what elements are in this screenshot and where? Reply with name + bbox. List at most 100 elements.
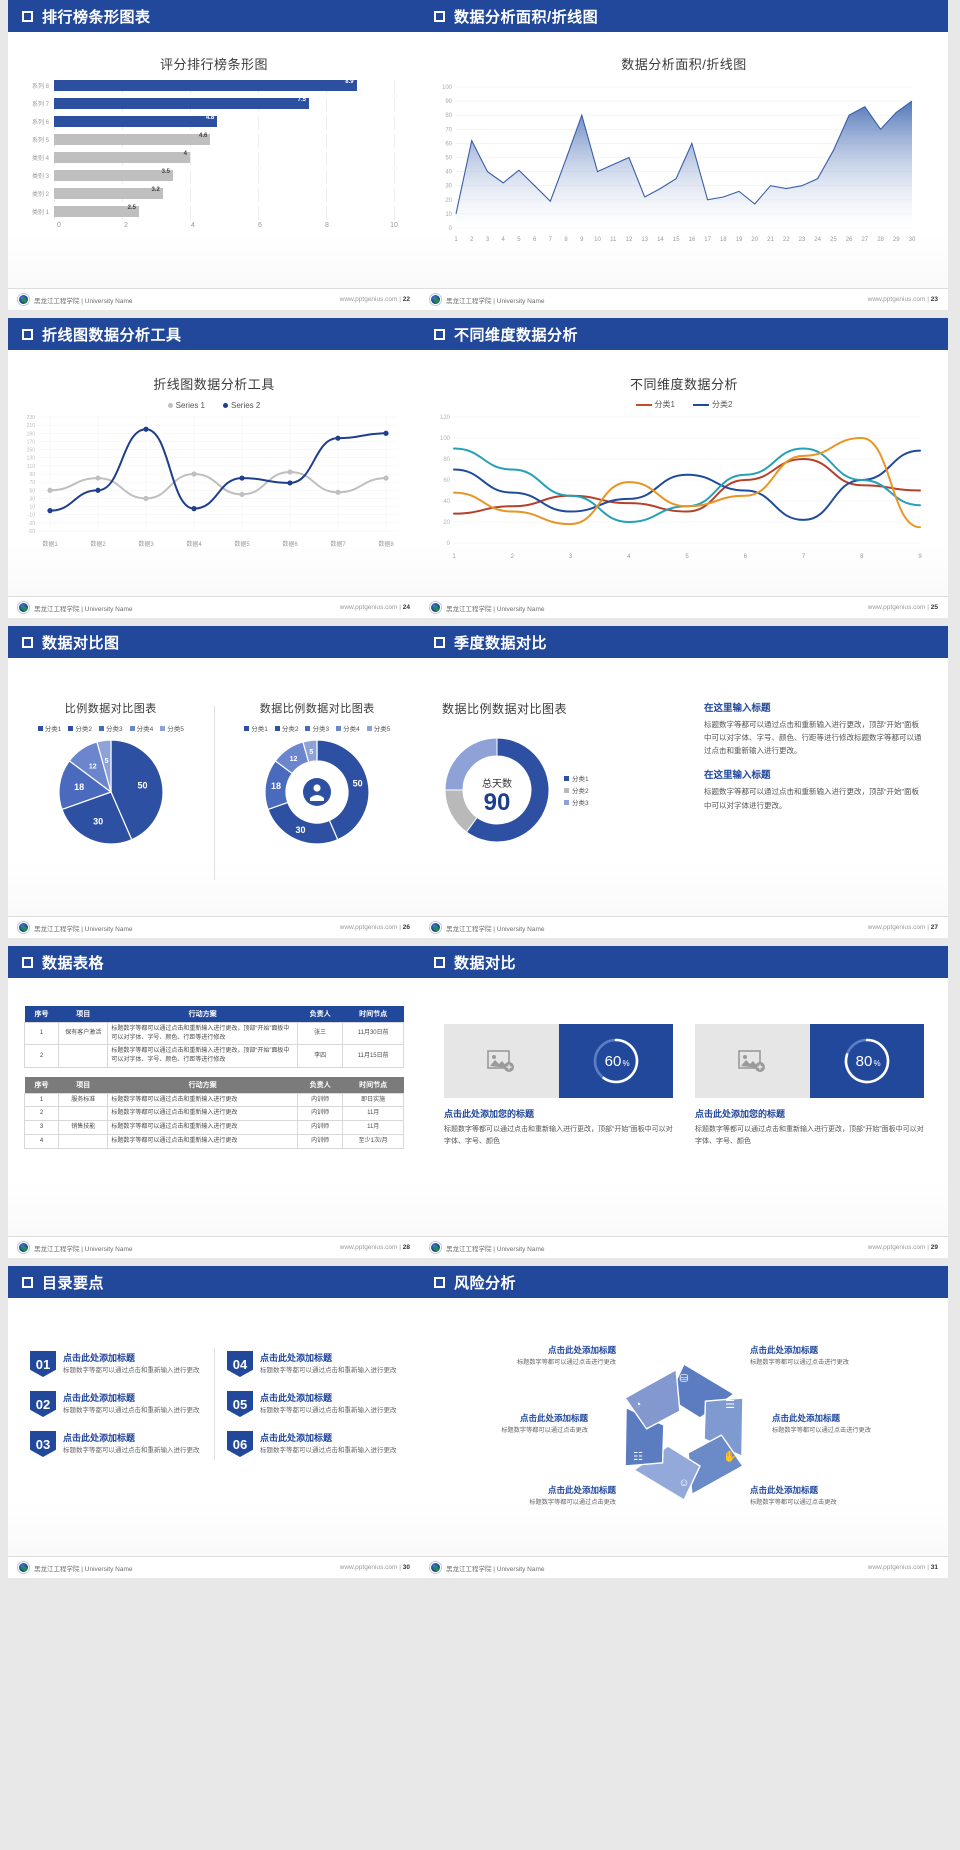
index-title: 点击此处添加标题 [63, 1353, 136, 1363]
legend-marker-icon [98, 725, 104, 731]
card-text: 标题数字等都可以通过点击和重新输入进行更改，顶部“开始”面板中可以对字体、字号、… [695, 1126, 924, 1145]
legend-item: 分类2 [68, 723, 92, 733]
slide-footer: 黑龙江工程学院 | University Name www.pptgenius.… [8, 1236, 420, 1258]
gridline [258, 169, 259, 184]
index-item[interactable]: 04 点击此处添加标题 标题数字等都可以通过点击和重新输入进行更改 [227, 1346, 398, 1382]
risk-block[interactable]: 点击此处添加标题 标题数字等都可以通过点击进行更改 [478, 1344, 616, 1368]
slide-header: 不同维度数据分析 [420, 318, 948, 352]
svg-text:230: 230 [27, 415, 36, 421]
svg-text:5: 5 [517, 237, 521, 243]
table-header-cell: 序号 [24, 1006, 59, 1023]
card-title: 点击此处添加您的标题 [444, 1109, 535, 1119]
footer-university: 黑龙江工程学院 | University Name [446, 925, 545, 933]
legend-label: 分类2 [712, 400, 733, 409]
footer-university: 黑龙江工程学院 | University Name [34, 605, 133, 613]
slide-header-title: 数据对比 [454, 954, 517, 972]
legend-marker-icon [129, 725, 135, 731]
svg-text:1: 1 [454, 237, 458, 243]
svg-text:90: 90 [484, 789, 511, 816]
x-tick-label: 2 [124, 222, 128, 229]
pie-panel: 比例数据对比图表 分类1 分类2 分类3 分类4 分类5 50 30 18 12 5 [8, 700, 214, 916]
gridline [326, 97, 327, 112]
risk-title: 点击此处添加标题 [772, 1413, 841, 1423]
table-cell: 销售技能 [58, 1120, 109, 1135]
slide-footer: 黑龙江工程学院 | University Name www.pptgenius.… [420, 596, 948, 618]
legend-label: 分类2 [572, 788, 589, 795]
x-tick-label: 4 [191, 222, 195, 229]
footer-brand: 黑龙江工程学院 | University Name [18, 294, 132, 305]
university-logo-icon [18, 1562, 29, 1573]
contrast-card[interactable]: 60% 点击此处添加您的标题 标题数字等都可以通过点击和重新输入进行更改，顶部“开始… [444, 1024, 673, 1148]
table-cell: 至少1次/月 [342, 1133, 404, 1149]
gridline [190, 169, 191, 184]
divider [213, 706, 215, 880]
svg-text:210: 210 [27, 423, 36, 429]
image-placeholder[interactable] [695, 1024, 810, 1098]
index-item[interactable]: 01 点击此处添加标题 标题数字等都可以通过点击和重新输入进行更改 [30, 1346, 201, 1382]
svg-text:30: 30 [445, 184, 452, 190]
svg-text:12: 12 [626, 237, 633, 243]
action-plan-table-2: 序号 项目 行动方案 负责人 时间节点 1 服务标准 标题数字等都可以通过点击和重新输入进行更… [23, 1076, 404, 1149]
slide-header: 目录要点 [8, 1266, 420, 1300]
footer-page-number: 24 [402, 604, 410, 611]
bar-value-label: 8.9 [345, 78, 354, 85]
risk-text: 标题数字等都可以通过点击更改 [529, 1499, 616, 1506]
footer-page-number: 26 [402, 924, 410, 931]
multi-line-chart: 0 20 40 60 80 100 120 1 2 3 4 5 6 7 8 9 [420, 411, 948, 563]
index-item[interactable]: 05 点击此处添加标题 标题数字等都可以通过点击和重新输入进行更改 [227, 1386, 398, 1422]
legend-marker-icon [274, 725, 280, 731]
table-row: 2 标题数字等都可以通过点击和重新输入进行更改，顶部“开始”面板中可以对字体、字号… [23, 1044, 404, 1068]
index-item[interactable]: 02 点击此处添加标题 标题数字等都可以通过点击和重新输入进行更改 [30, 1386, 201, 1422]
svg-text:18: 18 [720, 237, 727, 243]
contrast-card[interactable]: 80% 点击此处添加您的标题 标题数字等都可以通过点击和重新输入进行更改，顶部“开始… [695, 1024, 924, 1148]
university-logo-icon [18, 294, 29, 305]
index-title: 点击此处添加标题 [260, 1433, 333, 1443]
legend-label: 分类5 [373, 726, 391, 733]
footer-page-number: 31 [930, 1564, 938, 1571]
svg-text:29: 29 [893, 237, 900, 243]
bar-category-label: 系列 8 [31, 83, 49, 90]
footer-site: www.pptgenius.com [867, 1244, 926, 1251]
svg-text:60: 60 [445, 141, 452, 147]
svg-text:120: 120 [440, 415, 451, 421]
index-desc: 标题数字等都可以通过点击和重新输入进行更改 [63, 1447, 200, 1454]
gridline [326, 133, 327, 148]
svg-text:16: 16 [689, 237, 696, 243]
footer-meta: www.pptgenius.com | 22 [340, 296, 410, 303]
svg-text:13: 13 [641, 237, 648, 243]
index-item[interactable]: 06 点击此处添加标题 标题数字等都可以通过点击和重新输入进行更改 [227, 1426, 398, 1462]
legend-item: 分类3 [98, 723, 123, 733]
donut-panel: 数据比例数据对比图表 分类1 分类2 分类3 分类4 分类5 50 30 18 12 5 [215, 700, 421, 916]
table-cell: 11月 [342, 1120, 404, 1135]
slide-header-title: 目录要点 [42, 1274, 105, 1292]
bar-fill: 3.2 [54, 187, 163, 199]
risk-block[interactable]: 点击此处添加标题 标题数字等都可以通过点击更改 [478, 1484, 616, 1508]
svg-text:12: 12 [89, 763, 97, 770]
slide-data-table: 数据表格 序号 项目 行动方案 负责人 时间节点 1 保有客户激活 标题数字等都可以通过点击和… [8, 946, 420, 1258]
svg-text:总天数: 总天数 [482, 777, 512, 790]
table-cell: 标题数字等都可以通过点击和重新输入进行更改 [107, 1092, 298, 1108]
table-cell [58, 1044, 109, 1068]
index-title: 点击此处添加标题 [260, 1393, 333, 1403]
image-placeholder[interactable] [444, 1024, 559, 1098]
slide-header-title: 数据表格 [42, 954, 105, 972]
risk-block[interactable]: 点击此处添加标题 标题数字等都可以通过点击进行更改 [750, 1344, 888, 1368]
index-number-badge: 01 [30, 1351, 56, 1377]
risk-block[interactable]: 点击此处添加标题 标题数字等都可以通过点击进行更改 [772, 1412, 910, 1436]
risk-block[interactable]: 点击此处添加标题 标题数字等都可以通过点击更改 [450, 1412, 588, 1436]
legend-item: 分类1 [244, 723, 268, 733]
slide-risk-analysis: 风险分析 ⛁ ☰ ✋ ☺ ☷ ◔ 点击此处添加标题 标题数字等都可以通过点击进行更改 点击此处添… [420, 1266, 948, 1578]
legend-marker-icon [167, 403, 173, 408]
slide-area-line: 数据分析面积/折线图 数据分析面积/折线图 0 10 20 30 40 50 60 70 80 9… [420, 0, 948, 310]
index-item[interactable]: 03 点击此处添加标题 标题数字等都可以通过点击和重新输入进行更改 [30, 1426, 201, 1462]
footer-university: 黑龙江工程学院 | University Name [34, 925, 133, 933]
index-title: 点击此处添加标题 [260, 1353, 333, 1363]
footer-page-number: 29 [930, 1244, 938, 1251]
footer-site: www.pptgenius.com [867, 924, 926, 931]
slide-quarter-compare: 季度数据对比 数据比例数据对比图表 总天数 90 分类1 分类2 分类3 在这里输入标… [420, 626, 948, 938]
risk-text: 标题数字等都可以通过点击更改 [501, 1427, 588, 1434]
slide-header: 数据分析面积/折线图 [420, 0, 948, 34]
bar-track: 4.6 [54, 133, 395, 148]
risk-block[interactable]: 点击此处添加标题 标题数字等都可以通过点击更改 [750, 1484, 888, 1508]
risk-text: 标题数字等都可以通过点击进行更改 [750, 1359, 849, 1366]
